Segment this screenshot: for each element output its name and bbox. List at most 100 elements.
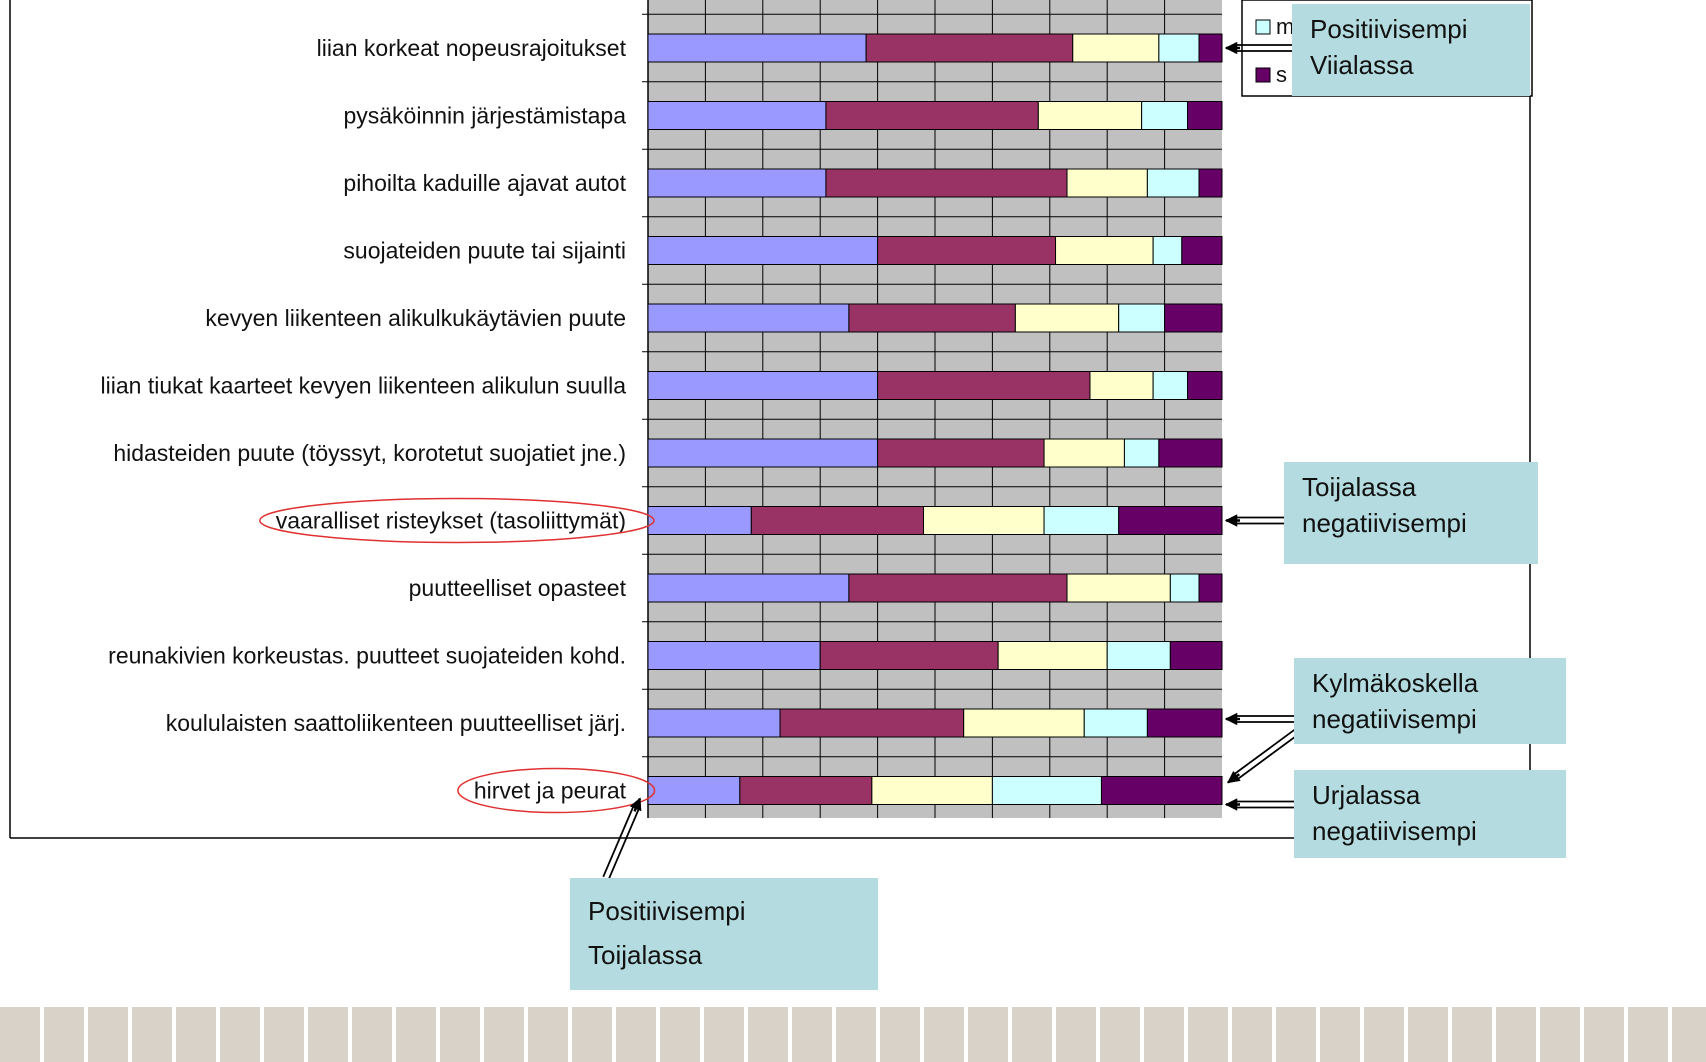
bar-segment (1014, 303, 1120, 333)
bar-segment (1187, 101, 1223, 130)
footer-tile (396, 1007, 436, 1062)
bar-segment (1118, 506, 1223, 535)
footer-tile (1012, 1007, 1052, 1062)
arrow-shaft (602, 806, 635, 878)
bar-segment (1089, 371, 1154, 400)
legend-swatch (1255, 19, 1271, 35)
bar-segment (1146, 708, 1223, 738)
arrow-head (1226, 770, 1241, 784)
legend-swatch (1255, 67, 1271, 83)
category-label: puutteelliset opasteet (409, 575, 627, 601)
bar-segment (647, 641, 821, 670)
footer-tile (616, 1007, 656, 1062)
footer-tile (1144, 1007, 1184, 1062)
footer-tile (176, 1007, 216, 1062)
bar-segment (819, 641, 999, 670)
footer-tile (528, 1007, 568, 1062)
category-label: hidasteiden puute (töyssyt, korotetut su… (113, 440, 626, 466)
callout-text: Toijalassa (588, 940, 703, 970)
footer-tile (660, 1007, 700, 1062)
bar-segment (865, 33, 1074, 63)
bar-segment (1164, 303, 1223, 333)
footer-tile (44, 1007, 84, 1062)
footer-tile (1100, 1007, 1140, 1062)
callout-box (570, 878, 878, 990)
footer-tile (572, 1007, 612, 1062)
footer-tile (1496, 1007, 1536, 1062)
callout-text: Kylmäkoskella (1312, 668, 1479, 698)
bar-segment (825, 101, 1039, 130)
footer-tile (1188, 1007, 1228, 1062)
footer-tile (1628, 1007, 1668, 1062)
bar-segment (647, 371, 879, 400)
callout-text: Positiivisempi (1310, 14, 1468, 44)
highlights (259, 497, 656, 814)
bar-segment (1066, 168, 1148, 198)
arrow-shaft (1233, 721, 1305, 775)
bar-segment (647, 708, 781, 738)
callout-text: Urjalassa (1312, 780, 1421, 810)
arrow-head (629, 797, 642, 812)
footer-tile (704, 1007, 744, 1062)
footer-tile (0, 1007, 40, 1062)
bar-segment (923, 506, 1045, 535)
bar-segment (877, 438, 1045, 468)
callout-text: negatiivisempi (1312, 816, 1477, 846)
callout-text: Viialassa (1310, 50, 1414, 80)
bar-segment (647, 33, 867, 63)
bar-segment (1055, 236, 1154, 265)
footer-tile (1320, 1007, 1360, 1062)
category-label: liian korkeat nopeusrajoitukset (317, 35, 627, 61)
bar-segment (1083, 708, 1148, 738)
bar-segment (1158, 33, 1200, 63)
footer-tile (880, 1007, 920, 1062)
callout-text: Positiivisempi (588, 896, 746, 926)
bar-segment (647, 776, 741, 805)
legend-label: m (1276, 14, 1294, 39)
bar-segment (1100, 776, 1223, 805)
bar-segment (750, 506, 925, 535)
bar-segment (1043, 506, 1120, 535)
footer-tile (748, 1007, 788, 1062)
bar-segment (1146, 168, 1200, 198)
footer-tile (1364, 1007, 1404, 1062)
footer-tile (836, 1007, 876, 1062)
category-label: kevyen liikenteen alikulkukäytävien puut… (205, 305, 626, 331)
footer-tile (1232, 1007, 1272, 1062)
bar-segment (1118, 303, 1166, 333)
bar-segment (1152, 371, 1189, 400)
bar-segment (1187, 371, 1223, 400)
category-label: reunakivien korkeustas. puutteet suojate… (108, 643, 626, 669)
callout-box (1284, 462, 1538, 564)
category-label: pysäköinnin järjestämistapa (343, 103, 626, 129)
bar-segment (647, 236, 879, 265)
bar-segment (647, 303, 850, 333)
bar-segment (1198, 573, 1223, 603)
footer-tile (1408, 1007, 1448, 1062)
footer-tile (1584, 1007, 1624, 1062)
bar-segment (1169, 573, 1200, 603)
bar-segment (877, 371, 1091, 400)
footer-tile (88, 1007, 128, 1062)
footer-tile (220, 1007, 260, 1062)
footer-tile (440, 1007, 480, 1062)
bars (647, 33, 1223, 805)
footer-tile (968, 1007, 1008, 1062)
footer-tile (1540, 1007, 1580, 1062)
category-label: koululaisten saattoliikenteen puutteelli… (166, 710, 626, 736)
bar-segment (871, 776, 993, 805)
bar-segment (1158, 438, 1223, 468)
footer-tile (1276, 1007, 1316, 1062)
bar-segment (647, 168, 827, 198)
bar-segment (1123, 438, 1160, 468)
bar-segment (877, 236, 1057, 265)
bar-segment (1152, 236, 1183, 265)
bar-segment (848, 303, 1016, 333)
bar-segment (997, 641, 1108, 670)
arrow-shaft (607, 808, 640, 880)
bar-segment (1181, 236, 1223, 265)
bar-segment (1066, 573, 1171, 603)
footer-tile (132, 1007, 172, 1062)
legend-label: s (1276, 62, 1287, 87)
callout-text: Toijalassa (1302, 472, 1417, 502)
